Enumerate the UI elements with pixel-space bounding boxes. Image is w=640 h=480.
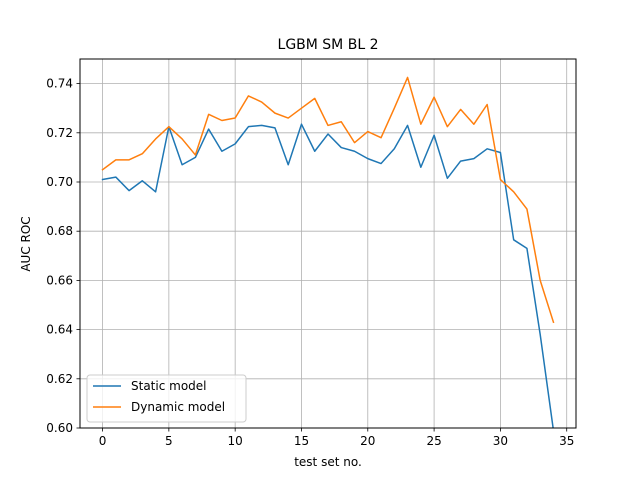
x-tick-label: 0	[99, 434, 107, 448]
chart-title: LGBM SM BL 2	[278, 37, 379, 53]
x-axis-ticks: 0 5 10 15 20 25 30 35	[99, 428, 574, 448]
x-tick-label: 20	[360, 434, 375, 448]
series-line-static	[101, 123, 554, 428]
y-tick-label: 0.60	[46, 421, 73, 435]
x-tick-label: 15	[294, 434, 309, 448]
legend: Static model Dynamic model	[86, 374, 247, 423]
legend-box	[86, 374, 247, 423]
y-tick-label: 0.74	[46, 77, 73, 91]
legend-label-static: Static model	[131, 379, 207, 393]
y-axis-ticks: 0.60 0.62 0.64 0.66 0.68 0.70 0.72 0.74	[46, 77, 80, 435]
y-axis-label: AUC ROC	[19, 216, 33, 271]
y-tick-label: 0.72	[46, 126, 73, 140]
x-tick-label: 25	[426, 434, 441, 448]
y-tick-label: 0.70	[46, 175, 73, 189]
y-tick-label: 0.66	[46, 273, 73, 287]
x-axis-label: test set no.	[294, 455, 362, 469]
grid	[80, 59, 576, 429]
legend-label-dynamic: Dynamic model	[131, 400, 225, 414]
y-tick-label: 0.64	[46, 323, 73, 337]
series-lines	[101, 76, 555, 428]
x-tick-label: 30	[493, 434, 508, 448]
x-tick-label: 35	[559, 434, 574, 448]
y-tick-label: 0.68	[46, 224, 73, 238]
x-tick-label: 5	[165, 434, 173, 448]
y-tick-label: 0.62	[46, 372, 73, 386]
x-tick-label: 10	[228, 434, 243, 448]
series-line-dynamic	[101, 76, 555, 324]
plot-frame	[79, 58, 577, 429]
